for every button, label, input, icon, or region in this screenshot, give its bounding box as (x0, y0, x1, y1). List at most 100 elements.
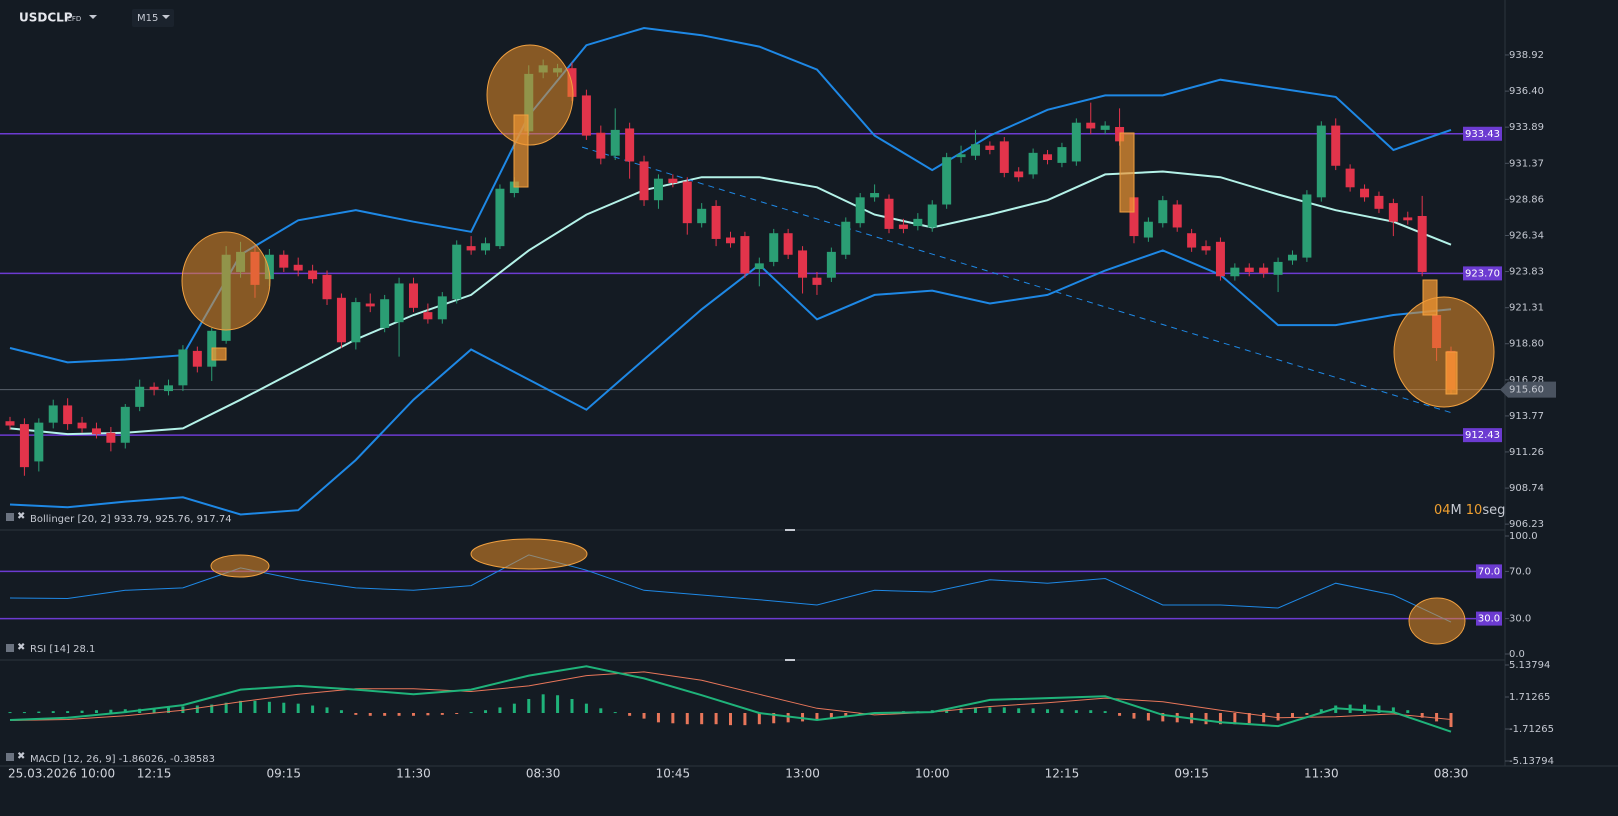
candle-body (452, 244, 462, 300)
candle-body (264, 254, 274, 280)
macd-histogram-bar (512, 703, 516, 713)
macd-histogram-bar (1161, 713, 1165, 722)
countdown-minutes: 04 (1434, 503, 1451, 518)
macd-histogram-bar (354, 713, 358, 715)
macd-histogram-bar (210, 704, 214, 713)
macd-histogram-bar (440, 713, 444, 715)
macd-histogram-bar (988, 707, 992, 713)
candle-body (351, 302, 361, 343)
highlight-ellipse (486, 44, 574, 146)
candle-body (178, 349, 188, 386)
macd-histogram-bar (195, 705, 199, 713)
candle-body (855, 197, 865, 224)
trendline (581, 146, 1452, 414)
macd-histogram-bar (1276, 713, 1280, 721)
candle-body (1259, 267, 1269, 274)
macd-histogram-bar (1074, 710, 1078, 713)
candle-body (1244, 267, 1254, 272)
level-tag (1476, 564, 1502, 579)
macd-histogram-bar (397, 713, 401, 716)
macd-histogram-bar (1247, 713, 1251, 724)
indicator-close[interactable]: ✖ (17, 751, 25, 762)
highlight-ellipse (1408, 597, 1466, 645)
macd-histogram-bar (959, 708, 963, 713)
macd-histogram-bar (829, 713, 833, 719)
highlight-ellipse (210, 554, 270, 578)
countdown-seconds: 10 (1466, 503, 1483, 518)
countdown-seconds-unit: seg (1482, 503, 1505, 518)
macd-histogram-bar (815, 713, 819, 721)
candle-body (1417, 215, 1427, 272)
timeframe-button[interactable] (132, 9, 174, 27)
candle-body (841, 221, 851, 255)
indicator-settings-icon[interactable] (6, 644, 14, 652)
candle-body (639, 161, 649, 201)
highlight-box (513, 114, 529, 188)
macd-histogram-bar (1017, 708, 1021, 713)
candle-body (336, 297, 346, 343)
macd-line (9, 665, 1452, 733)
highlight-ellipse (181, 231, 271, 331)
timeframe[interactable]: M15 (137, 13, 158, 24)
indicator-close[interactable]: ✖ (17, 642, 25, 653)
indicator-close[interactable]: ✖ (17, 511, 25, 522)
y-tick-label: 931.37 (1509, 158, 1544, 169)
candle-body (942, 157, 952, 205)
candle-body (913, 218, 923, 227)
symbol-dropdown[interactable] (89, 15, 97, 19)
candle-body (164, 385, 174, 392)
macd-histogram-bar (1002, 707, 1006, 713)
y-tick-label: 5.13794 (1509, 660, 1550, 671)
candle-body (365, 303, 375, 307)
indicator-settings-icon[interactable] (6, 513, 14, 521)
candle-body (1071, 122, 1081, 162)
highlight-box (1445, 351, 1458, 395)
candle-body (293, 264, 303, 271)
indicator-settings-icon[interactable] (6, 753, 14, 761)
macd-histogram-bar (1132, 713, 1136, 719)
candle-body (726, 237, 735, 244)
y-tick-label: 906.23 (1509, 519, 1544, 530)
x-tick-label: 10:45 (656, 767, 691, 781)
x-tick-label: 12:15 (1045, 767, 1080, 781)
instrument-type: CFD (67, 15, 81, 23)
x-tick-label: 08:30 (1434, 767, 1469, 781)
y-tick-label: 921.31 (1509, 303, 1544, 314)
candle-body (884, 198, 894, 229)
symbol[interactable]: USDCLP (19, 11, 73, 25)
y-tick-label: 30.0 (1509, 614, 1531, 625)
macd-histogram-bar (1290, 713, 1294, 718)
macd-histogram-bar (1435, 713, 1439, 722)
macd-histogram-bar (685, 713, 689, 725)
macd-histogram-bar (786, 713, 790, 723)
macd-histogram-bar (455, 713, 459, 714)
candle-body (466, 246, 476, 251)
candle-body (653, 178, 663, 201)
candle-body (1129, 197, 1139, 237)
candle-body (1360, 188, 1370, 198)
candle-body (740, 236, 750, 274)
macd-histogram-bar (541, 694, 545, 713)
candle-body (192, 350, 202, 367)
macd-histogram-bar (570, 698, 574, 713)
candle-body (1374, 195, 1384, 209)
candle-body (898, 224, 908, 229)
macd-histogram-bar (325, 707, 329, 713)
candle-body (927, 204, 937, 228)
macd-histogram-bar (1363, 704, 1367, 713)
macd-histogram-bar (1420, 713, 1424, 718)
candle-body (149, 386, 159, 390)
timeframe-dropdown[interactable] (162, 15, 170, 19)
level-label: 30.0 (1478, 614, 1500, 625)
bollinger-band (9, 170, 1452, 436)
macd-histogram-bar (801, 713, 805, 722)
y-tick-label: 1.71265 (1509, 692, 1550, 703)
candle-body (380, 299, 390, 328)
candle-body (1273, 261, 1283, 275)
y-tick-label: 928.86 (1509, 194, 1544, 205)
highlight-box (1422, 279, 1438, 316)
x-tick-label: 12:15 (137, 767, 172, 781)
macd-histogram-bar (1406, 710, 1410, 713)
candle-body (1187, 233, 1197, 248)
